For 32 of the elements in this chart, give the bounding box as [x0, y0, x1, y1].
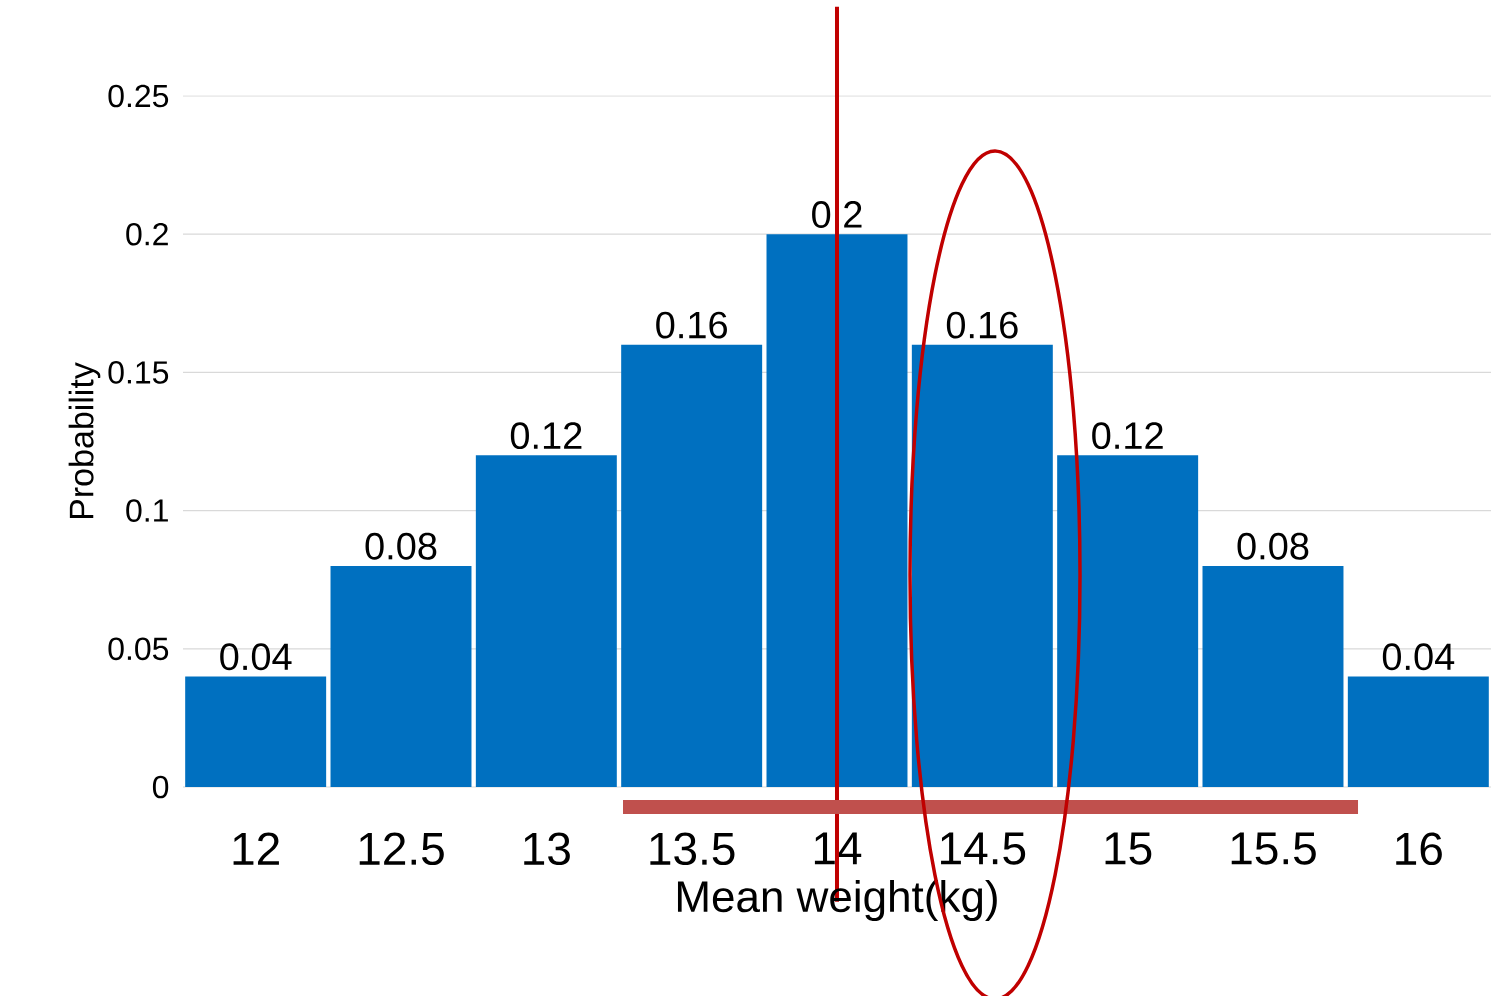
bar — [1202, 565, 1344, 787]
bar — [475, 455, 617, 787]
y-tick-label: 0.25 — [108, 84, 169, 108]
data-label: 0.12 — [1092, 422, 1163, 450]
x-tick-label: 15.5 — [1231, 832, 1316, 865]
bar — [1057, 455, 1199, 787]
bar — [766, 234, 908, 787]
x-tick-label: 14.5 — [941, 832, 1026, 865]
data-label: 0.04 — [220, 643, 292, 671]
bar — [1347, 676, 1489, 787]
bar — [621, 344, 763, 787]
x-tick-label: 12.5 — [359, 832, 444, 866]
data-label: 0.16 — [656, 311, 727, 339]
bar — [185, 676, 327, 787]
x-tick-label: 16 — [1396, 832, 1442, 866]
y-tick-label: 0.15 — [108, 361, 169, 384]
data-label: 0.08 — [365, 532, 437, 560]
data-label: 0.16 — [946, 311, 1018, 339]
x-tick-label: 13 — [524, 832, 570, 866]
y-tick-label: 0.2 — [126, 222, 168, 246]
x-tick-label: 15 — [1105, 832, 1152, 865]
y-tick-label: 0.05 — [108, 637, 169, 661]
bar — [911, 344, 1053, 787]
data-label: 0.12 — [510, 422, 582, 450]
x-tick-label: 13.5 — [650, 832, 735, 866]
y-tick-label: 0 — [152, 775, 169, 799]
bar — [330, 565, 472, 787]
data-label: 0.04 — [1382, 643, 1455, 671]
y-tick-label: 0.1 — [126, 499, 168, 522]
y-axis-title: Probability — [68, 362, 101, 519]
data-label: 0.08 — [1237, 532, 1309, 560]
x-tick-label: 12 — [233, 832, 279, 865]
